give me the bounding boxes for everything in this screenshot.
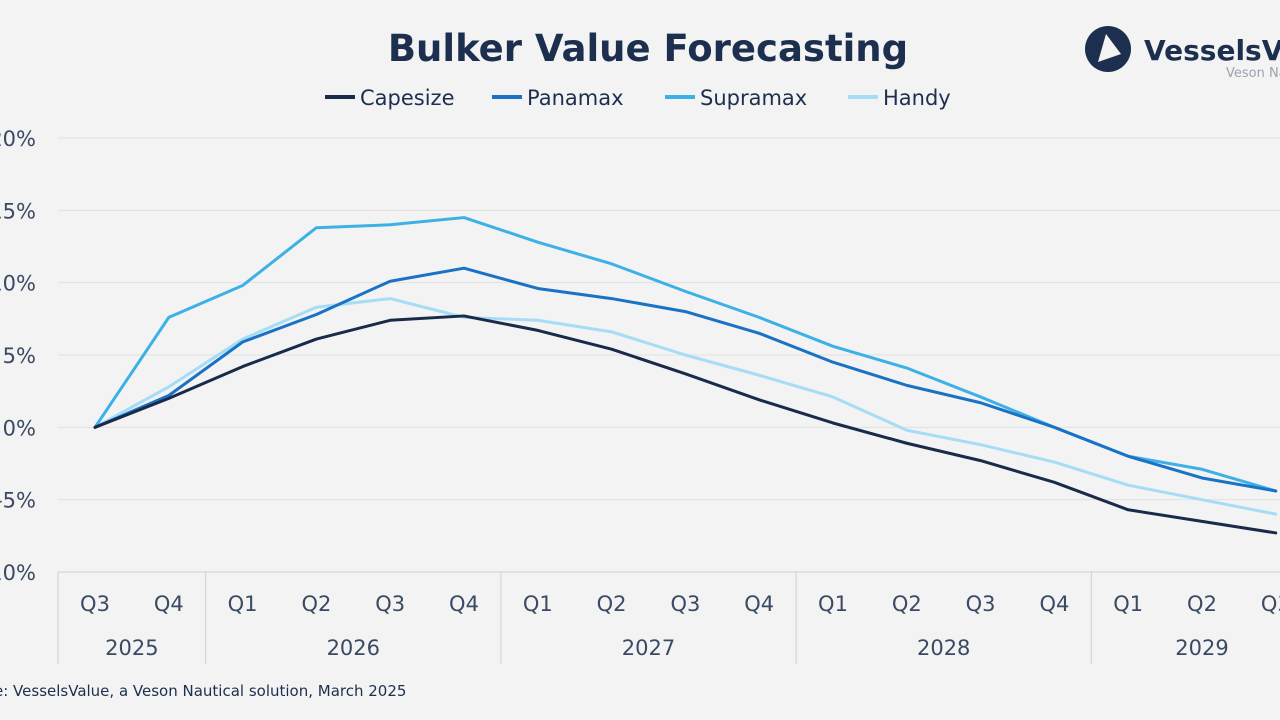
legend-label: Capesize: [360, 86, 455, 110]
x-tick-label: Q4: [1039, 592, 1069, 616]
logo-text: VesselsValue: [1144, 34, 1280, 67]
y-tick-label: 20%: [0, 127, 36, 151]
logo: VesselsValue Veson Nautical: [1085, 26, 1280, 81]
series-line-capesize: [93, 314, 1278, 535]
x-tick-label: Q2: [892, 592, 922, 616]
y-tick-label: 15%: [0, 199, 36, 223]
legend-label: Panamax: [527, 86, 624, 110]
x-tick-label: Q1: [818, 592, 848, 616]
y-tick-label: -5%: [0, 489, 36, 513]
x-tick-label: Q2: [1187, 592, 1217, 616]
x-tick-label: Q1: [228, 592, 258, 616]
y-tick-label: 0%: [3, 416, 36, 440]
x-tick-label: Q1: [1113, 592, 1143, 616]
x-tick-label: Q3: [80, 592, 110, 616]
x-year-label: 2025: [105, 636, 158, 660]
y-tick-label: -10%: [0, 561, 36, 585]
logo-icon-mark: [1098, 34, 1121, 62]
chart-title: Bulker Value Forecasting: [388, 27, 908, 70]
grid: [58, 137, 1280, 573]
x-year-label: 2029: [1175, 636, 1228, 660]
legend-label: Handy: [883, 86, 951, 110]
series-group: [93, 216, 1278, 535]
x-tick-label: Q4: [744, 592, 774, 616]
legend-label: Supramax: [700, 86, 807, 110]
x-tick-label: Q3: [670, 592, 700, 616]
y-tick-label: 10%: [0, 272, 36, 296]
x-year-label: 2026: [327, 636, 380, 660]
x-axis: Q3 Q4 Q1 Q2 Q3 Q4 Q1 Q2 Q3 Q4 Q1 Q2 Q3 Q4 Q1 Q2 Q3 2025 20…: [57, 572, 1280, 664]
x-tick-label: Q4: [154, 592, 184, 616]
x-year-label: 2028: [917, 636, 970, 660]
x-tick-label: Q2: [597, 592, 627, 616]
y-tick-label: 5%: [3, 344, 36, 368]
source-note: e: VesselsValue, a Veson Nautical soluti…: [0, 682, 406, 700]
x-year-label: 2027: [622, 636, 675, 660]
series-line-panamax: [93, 266, 1278, 493]
x-tick-label: Q3: [966, 592, 996, 616]
x-tick-label: Q4: [449, 592, 479, 616]
legend: Capesize Panamax Supramax Handy: [325, 86, 951, 110]
series-line-handy: [93, 297, 1278, 516]
x-tick-label: Q2: [301, 592, 331, 616]
x-tick-label: Q3: [1261, 592, 1280, 616]
logo-subtext: Veson Nautical: [1226, 66, 1280, 81]
x-tick-label: Q1: [523, 592, 553, 616]
x-tick-label: Q3: [375, 592, 405, 616]
y-axis: 20% 15% 10% 5% 0% -5% -10%: [0, 127, 36, 585]
